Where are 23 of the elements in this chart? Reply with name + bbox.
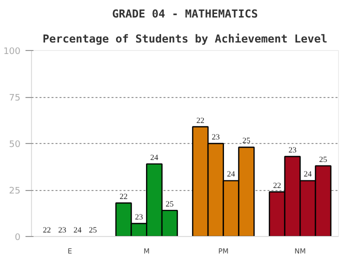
text: 22: [196, 116, 204, 125]
series-label: 23: [134, 212, 143, 222]
text: 23: [288, 146, 296, 155]
text: 23: [58, 226, 66, 234]
y-tick-label: 25: [9, 186, 20, 196]
text: 23: [212, 132, 220, 142]
y-tick-label: 0: [14, 233, 21, 243]
text: 24: [74, 226, 82, 234]
y-tick-label: 75: [9, 94, 20, 104]
text: 25: [88, 226, 97, 234]
y-tick-label: 100: [3, 47, 21, 57]
chart-title: GRADE 04 - MATHEMATICS: [112, 8, 258, 20]
text: 24: [227, 170, 236, 179]
series-label: 25: [166, 199, 174, 208]
text: 24: [304, 170, 312, 179]
series-label: 24: [150, 152, 158, 162]
chart-subtitle: Percentage of Students by Achievement Level: [42, 32, 328, 46]
series-label: 22: [120, 192, 128, 202]
text: 22: [42, 226, 51, 234]
y-tick-label: 50: [9, 140, 21, 150]
text: 25: [319, 154, 328, 164]
text: 22: [273, 180, 282, 190]
text: 25: [242, 136, 250, 146]
